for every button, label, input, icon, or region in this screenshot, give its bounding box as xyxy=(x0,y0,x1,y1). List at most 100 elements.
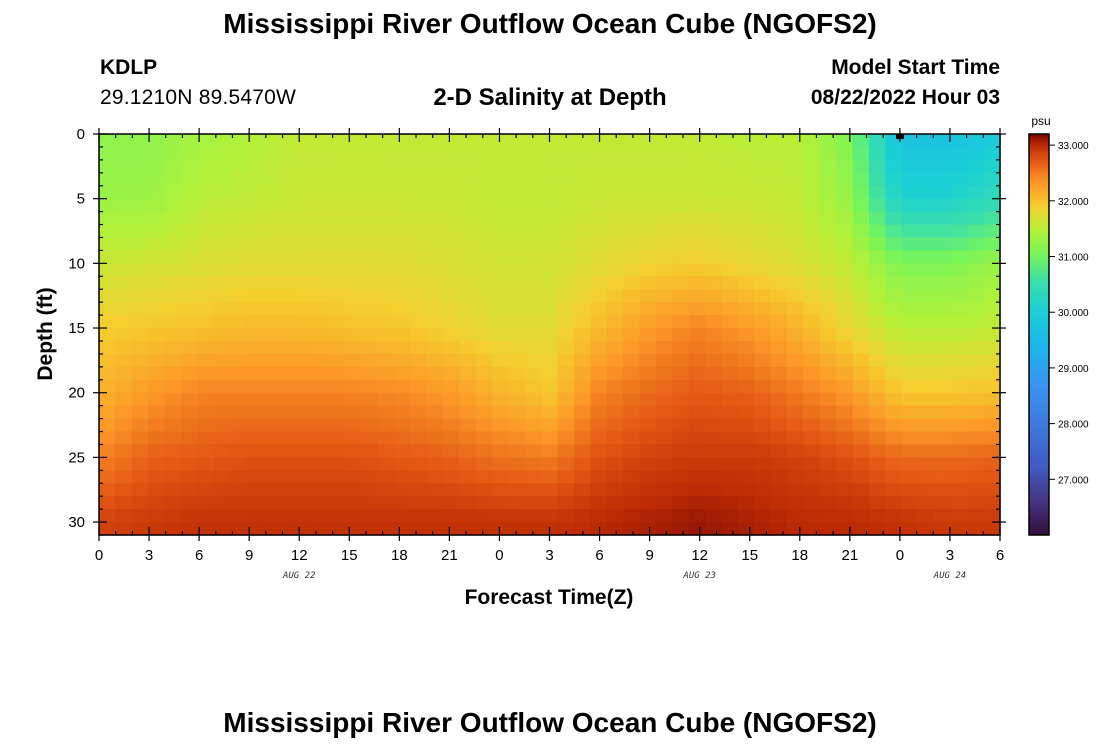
heatmap-cell xyxy=(426,224,444,239)
heatmap-cell xyxy=(934,237,952,252)
heatmap-cell xyxy=(492,483,510,497)
heatmap-cell xyxy=(524,237,542,252)
heatmap-cell xyxy=(901,185,919,200)
heatmap-cell xyxy=(770,431,788,446)
heatmap-cell xyxy=(901,379,919,394)
heatmap-cell xyxy=(475,302,493,316)
heatmap-cell xyxy=(721,146,739,161)
heatmap-cell xyxy=(279,509,297,523)
heatmap-cell xyxy=(885,302,903,316)
heatmap-cell xyxy=(901,134,919,148)
heatmap-cell xyxy=(639,522,657,536)
heatmap-cell xyxy=(836,276,854,290)
heatmap-cell xyxy=(754,496,772,510)
heatmap-cell xyxy=(721,522,739,536)
heatmap-cell xyxy=(508,405,526,420)
heatmap-cell xyxy=(901,198,919,213)
model-start-time: 08/22/2022 Hour 03 xyxy=(810,86,1000,109)
heatmap-cell xyxy=(377,289,395,303)
heatmap-cell xyxy=(967,405,985,420)
heatmap-cell xyxy=(361,224,379,239)
heatmap-cell xyxy=(148,250,166,264)
heatmap-cell xyxy=(983,457,1001,471)
heatmap-cell xyxy=(180,289,198,303)
heatmap-cell xyxy=(918,496,936,510)
heatmap-cell xyxy=(918,509,936,523)
heatmap-cell xyxy=(918,276,936,290)
heatmap-cell xyxy=(541,444,559,458)
heatmap-cell xyxy=(459,431,477,446)
heatmap-cell xyxy=(295,134,313,148)
heatmap-cell xyxy=(852,366,870,381)
heatmap-cell xyxy=(328,224,346,239)
heatmap-cell xyxy=(213,392,231,407)
heatmap-cell xyxy=(197,431,215,446)
heatmap-cell xyxy=(197,172,215,187)
x-tick-label: 12 xyxy=(691,547,708,564)
heatmap-cell xyxy=(328,328,346,342)
heatmap-cell xyxy=(885,276,903,290)
heatmap-cell xyxy=(606,276,624,290)
heatmap-cell xyxy=(819,198,837,213)
heatmap-cells xyxy=(99,134,1001,536)
heatmap-cell xyxy=(557,522,575,536)
heatmap-cell xyxy=(655,340,673,355)
heatmap-cell xyxy=(279,159,297,174)
heatmap-cell xyxy=(197,444,215,458)
heatmap-cell xyxy=(770,198,788,213)
heatmap-cell xyxy=(361,418,379,433)
heatmap-cell xyxy=(688,418,706,433)
heatmap-cell xyxy=(115,392,133,407)
heatmap-cell xyxy=(705,392,723,407)
heatmap-cell xyxy=(344,379,362,394)
heatmap-cell xyxy=(508,276,526,290)
heatmap-cell xyxy=(295,353,313,368)
heatmap-cell xyxy=(950,483,968,497)
heatmap-cell xyxy=(787,224,805,239)
heatmap-cell xyxy=(606,444,624,458)
heatmap-cell xyxy=(836,146,854,161)
heatmap-cell xyxy=(164,509,182,523)
heatmap-cell xyxy=(148,340,166,355)
heatmap-cell xyxy=(655,250,673,264)
heatmap-cell xyxy=(148,379,166,394)
heatmap-cell xyxy=(197,483,215,497)
heatmap-cell xyxy=(819,328,837,342)
heatmap-cell xyxy=(148,457,166,471)
heatmap-cell xyxy=(262,211,280,226)
heatmap-cell xyxy=(721,509,739,523)
heatmap-cell xyxy=(574,250,592,264)
heatmap-cell xyxy=(164,250,182,264)
heatmap-cell xyxy=(672,302,690,316)
heatmap-cell xyxy=(721,444,739,458)
heatmap-cell xyxy=(606,134,624,148)
heatmap-cell xyxy=(131,134,149,148)
heatmap-cell xyxy=(164,134,182,148)
heatmap-cell xyxy=(623,263,641,277)
heatmap-cell xyxy=(262,483,280,497)
heatmap-cell xyxy=(623,146,641,161)
heatmap-cell xyxy=(262,431,280,446)
heatmap-cell xyxy=(787,340,805,355)
heatmap-cell xyxy=(983,379,1001,394)
heatmap-cell xyxy=(508,418,526,433)
heatmap-cell xyxy=(295,146,313,161)
heatmap-cell xyxy=(344,276,362,290)
heatmap-cell xyxy=(328,134,346,148)
heatmap-cell xyxy=(295,405,313,420)
heatmap-cell xyxy=(901,431,919,446)
heatmap-cell xyxy=(230,457,248,471)
heatmap-cell xyxy=(115,353,133,368)
heatmap-cell xyxy=(787,392,805,407)
heatmap-cell xyxy=(311,315,329,329)
heatmap-cell xyxy=(131,185,149,200)
heatmap-cell xyxy=(836,392,854,407)
heatmap-cell xyxy=(328,470,346,484)
heatmap-cell xyxy=(295,379,313,394)
heatmap-cell xyxy=(213,276,231,290)
heatmap-cell xyxy=(426,328,444,342)
heatmap-cell xyxy=(934,185,952,200)
heatmap-cell xyxy=(803,237,821,252)
heatmap-cell xyxy=(230,392,248,407)
heatmap-cell xyxy=(901,250,919,264)
